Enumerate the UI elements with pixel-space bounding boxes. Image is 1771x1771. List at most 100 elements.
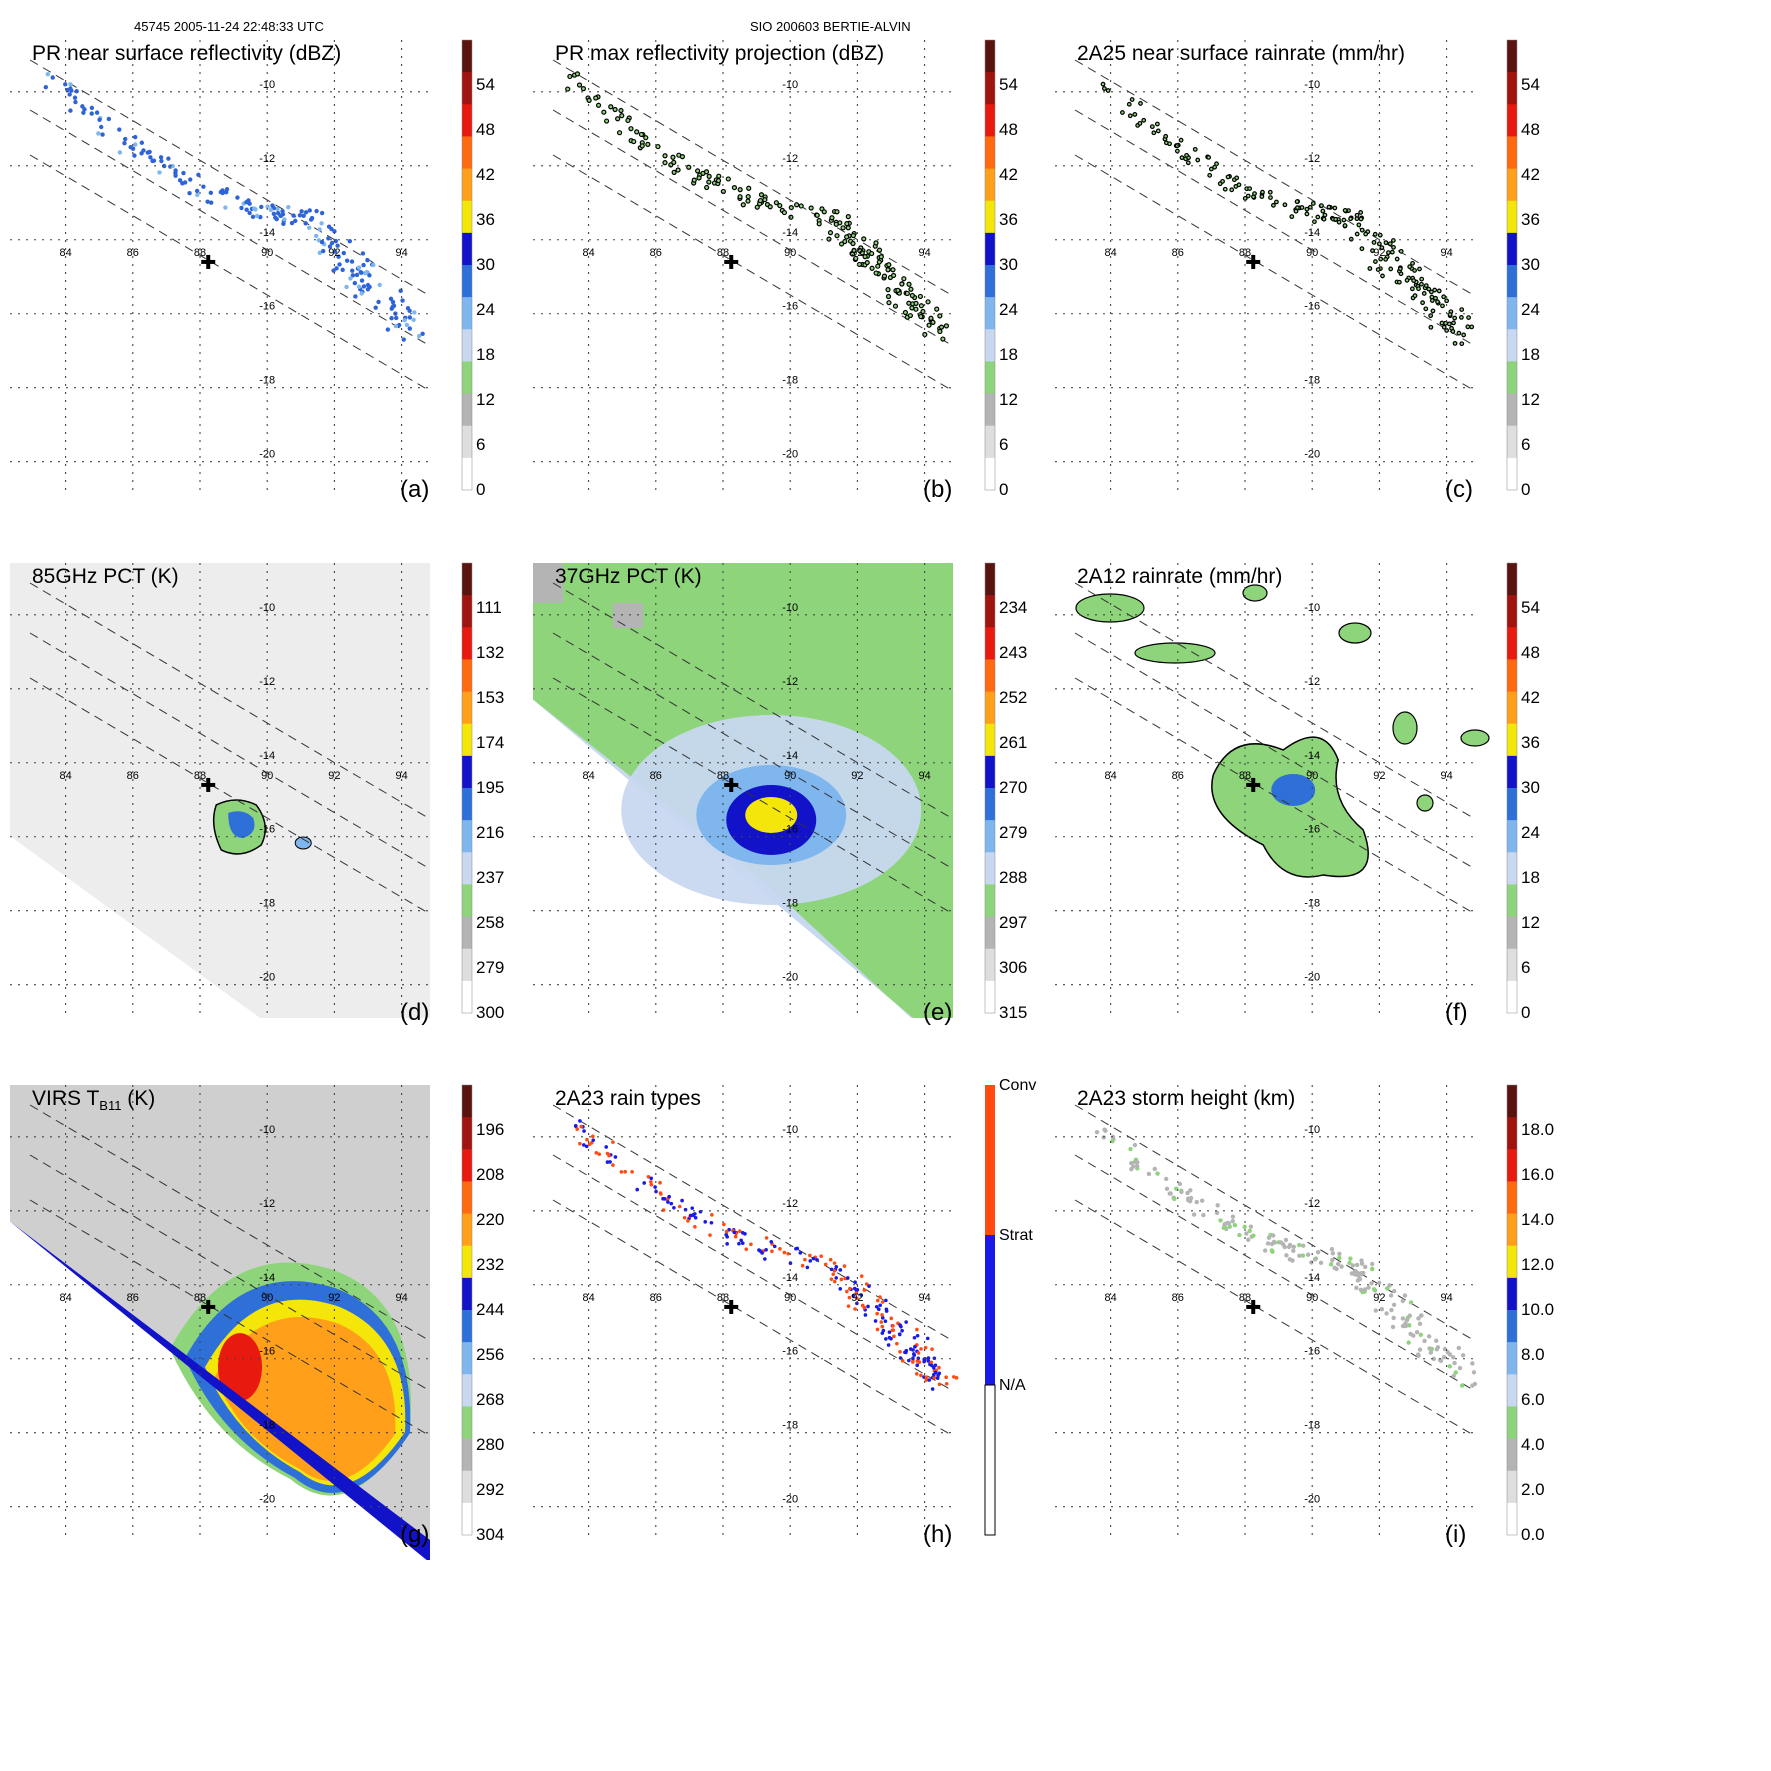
rain-cell xyxy=(667,1194,671,1199)
rain-cell xyxy=(188,177,193,182)
rain-cell xyxy=(845,214,851,220)
colorbar-label: 54 xyxy=(476,75,495,94)
rain-cell xyxy=(878,254,884,260)
rain-cell xyxy=(314,208,319,214)
rain-cell xyxy=(1299,205,1305,210)
colorbar-segment xyxy=(462,1470,472,1504)
rain-cell xyxy=(1407,264,1413,270)
rain-cell xyxy=(773,200,779,206)
y-tick-label: -20 xyxy=(1304,449,1320,461)
map-grid xyxy=(533,40,953,495)
x-tick-label: 88 xyxy=(717,1292,729,1304)
colorbar-segment xyxy=(1507,948,1517,982)
rain-cell xyxy=(297,213,303,218)
rain-cell xyxy=(1163,1176,1169,1182)
rain-cell xyxy=(1377,232,1383,238)
rain-cell xyxy=(655,143,661,150)
rain-cell xyxy=(772,1244,777,1249)
rain-cell xyxy=(1270,202,1276,208)
x-tick-label: 92 xyxy=(328,770,340,782)
rain-cell xyxy=(763,1257,767,1261)
rain-cell xyxy=(938,324,945,330)
colorbar-segment xyxy=(985,136,995,170)
rain-cell xyxy=(68,86,73,91)
swath-edge-north xyxy=(1074,1104,1476,1342)
rain-cell xyxy=(1430,308,1436,314)
colorbar-label: 4.0 xyxy=(1521,1435,1545,1454)
rain-cell xyxy=(927,1378,932,1382)
colorbar-segment xyxy=(1507,659,1517,693)
rain-cell xyxy=(1274,199,1279,205)
axis-ticks: 84 86 88 90 92 94 -10 -12 -14 -16 -18 -20 xyxy=(582,1124,930,1506)
axis-ticks: 84 86 88 90 92 94 -10 -12 -14 -16 -18 -20 xyxy=(59,602,407,984)
rain-cell xyxy=(675,167,681,173)
rain-cell xyxy=(1194,1199,1199,1205)
rain-cell xyxy=(361,262,366,268)
colorbar-segment xyxy=(985,788,995,821)
rain-cell xyxy=(919,1373,923,1378)
rain-cell xyxy=(1388,266,1394,272)
y-tick-label: -10 xyxy=(1304,602,1320,614)
rain-cell xyxy=(1400,1298,1406,1304)
y-tick-label: -10 xyxy=(259,602,275,614)
rain-cell xyxy=(669,1201,674,1206)
rain-cell xyxy=(782,1250,787,1255)
x-tick-label: 84 xyxy=(582,247,594,259)
colorbar-label: 6 xyxy=(476,435,485,454)
rain-cell xyxy=(337,262,342,267)
x-tick-label: 88 xyxy=(1239,1292,1251,1304)
rain-cell xyxy=(1333,216,1339,222)
rain-cell xyxy=(859,1274,864,1278)
rain-cell xyxy=(159,158,164,164)
rain-cell xyxy=(591,1134,595,1139)
colorbar-segment xyxy=(985,457,995,491)
rain-cell xyxy=(1206,155,1212,160)
rain-cell xyxy=(139,151,144,156)
swath-edge-north xyxy=(29,582,431,820)
rain-cell xyxy=(884,1309,889,1313)
rain-cell xyxy=(834,233,840,239)
rain-cell xyxy=(1218,1218,1223,1223)
rain-cell xyxy=(853,1280,857,1284)
x-tick-label: 94 xyxy=(1440,1292,1452,1304)
rain-cell xyxy=(1101,86,1107,91)
rain-cell xyxy=(1347,1260,1352,1266)
rain-cell xyxy=(1154,121,1160,127)
rain-cell xyxy=(1471,1370,1477,1375)
colorbar-label: 195 xyxy=(476,778,504,797)
rain-cell xyxy=(826,236,832,242)
colorbar-segment xyxy=(1507,297,1517,330)
rain-cell xyxy=(359,270,364,275)
x-tick-label: 86 xyxy=(650,1292,662,1304)
rain-cell xyxy=(1138,101,1143,106)
panel-label: (b) xyxy=(923,476,952,503)
colorbar-label: 6 xyxy=(1521,958,1530,977)
y-tick-label: -14 xyxy=(1304,1272,1320,1284)
map-grid xyxy=(10,1085,430,1540)
colorbar-segment xyxy=(985,691,995,725)
rain-cell xyxy=(398,288,403,294)
rain-cell xyxy=(808,205,814,211)
colorbar-label: 132 xyxy=(476,643,504,662)
rain-cell xyxy=(703,169,710,175)
rain-cell xyxy=(1359,1258,1364,1263)
rain-cell xyxy=(815,1258,819,1262)
rain-cell xyxy=(1444,298,1450,304)
map-grid xyxy=(533,563,953,1018)
rain-cell xyxy=(605,1160,610,1164)
rain-cell xyxy=(373,305,378,310)
rain-cell xyxy=(117,150,123,155)
y-tick-label: -14 xyxy=(259,1272,275,1284)
rain-cell xyxy=(794,202,800,208)
rain-cell xyxy=(1141,117,1147,123)
rain-cell xyxy=(400,298,405,303)
rain-cell xyxy=(897,1332,902,1336)
colorbar-label: 0 xyxy=(999,480,1008,499)
rain-cell xyxy=(67,92,72,97)
map-area: 84 86 88 90 92 94 -10 -12 -14 -16 -18 -20 xyxy=(1055,563,1490,1018)
rain-cell xyxy=(1225,1220,1230,1226)
rain-cell xyxy=(1460,1353,1466,1358)
rain-cell xyxy=(1434,1347,1440,1352)
rain-cell xyxy=(1362,1287,1368,1292)
rain-cell xyxy=(1443,320,1449,326)
